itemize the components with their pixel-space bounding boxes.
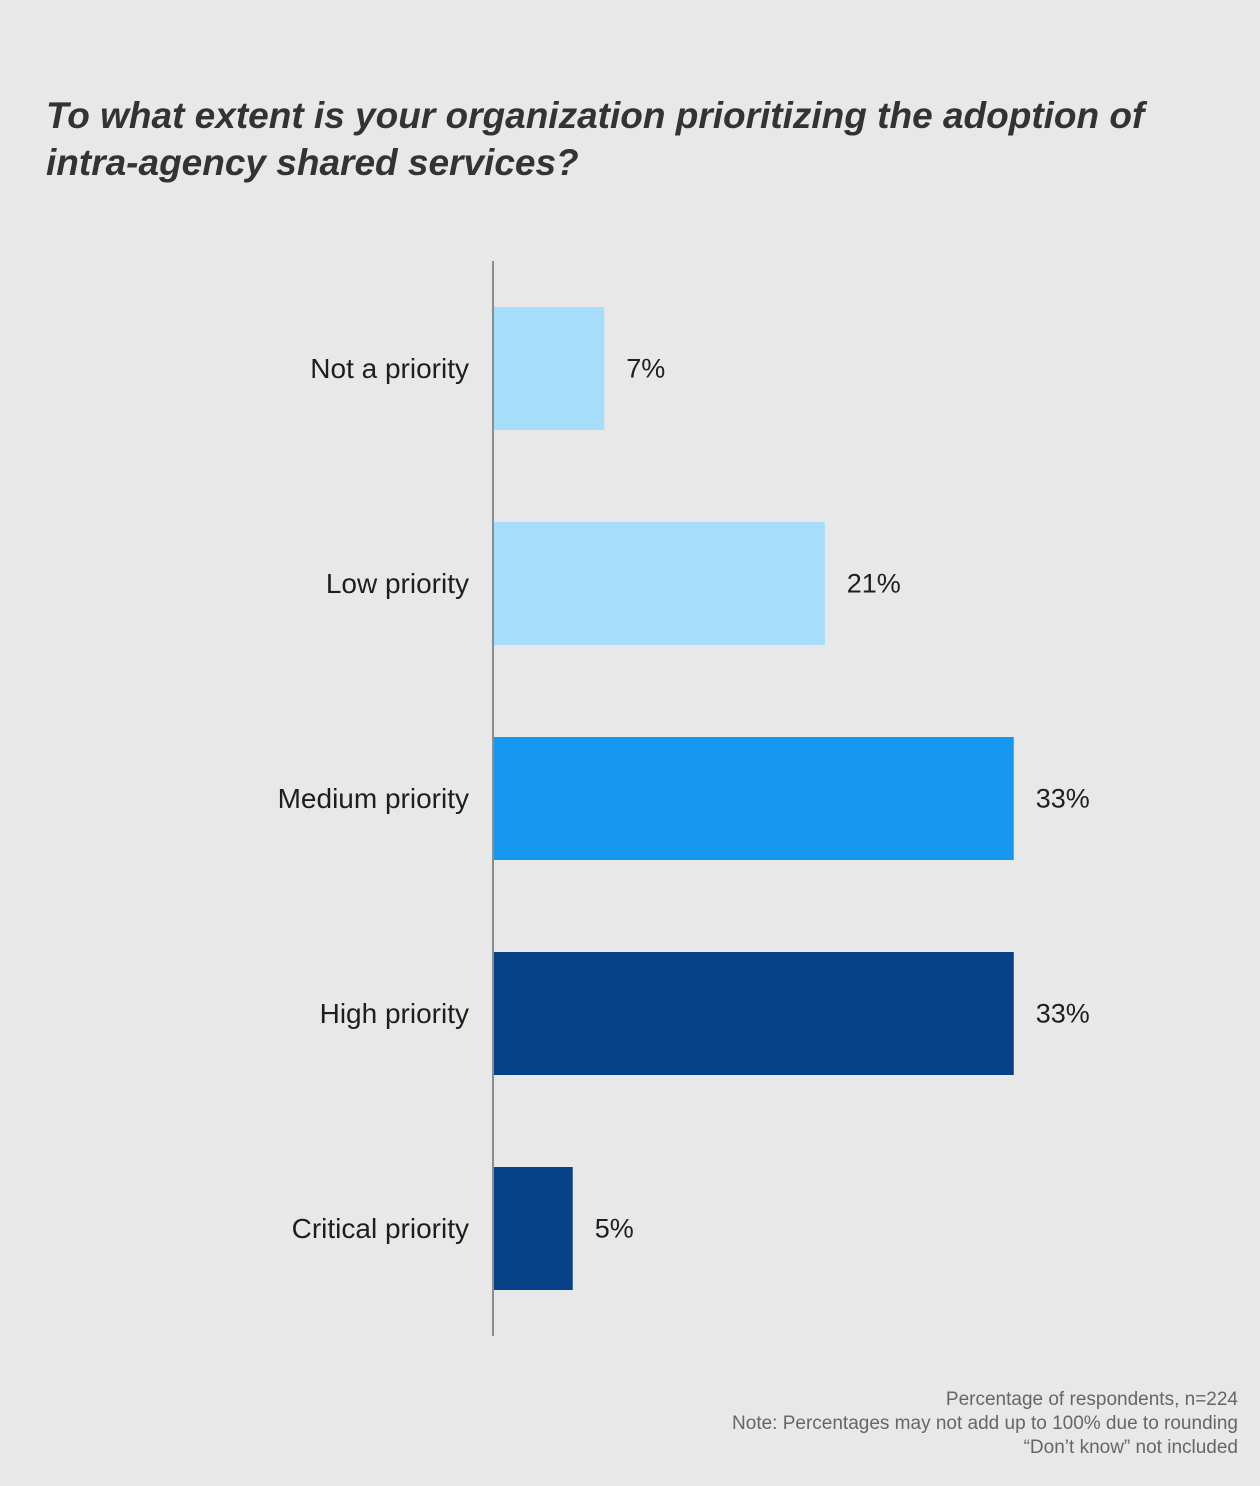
category-label-medium-priority: Medium priority — [278, 783, 469, 814]
bar-high-priority — [494, 952, 1014, 1075]
chart-title: To what extent is your organization prio… — [46, 95, 1145, 183]
footnote-respondents: Percentage of respondents, n=224 — [945, 1389, 1238, 1410]
category-label-low-priority: Low priority — [326, 568, 469, 599]
bars-layer: Not a priority 7% Low priority 21% Medium pr… — [278, 307, 1090, 1290]
category-label-not-a-priority: Not a priority — [310, 353, 469, 384]
bar-not-a-priority — [494, 307, 605, 430]
category-label-critical-priority: Critical priority — [292, 1213, 469, 1244]
bar-critical-priority — [494, 1167, 573, 1290]
value-label-critical-priority: 5% — [595, 1214, 634, 1244]
footnote-dont-know: “Don’t know” not included — [1023, 1437, 1238, 1458]
footnote-rounding: Note: Percentages may not add up to 100%… — [732, 1413, 1238, 1434]
category-label-high-priority: High priority — [320, 998, 469, 1029]
value-label-not-a-priority: 7% — [626, 354, 665, 384]
bar-medium-priority — [494, 737, 1014, 860]
value-label-medium-priority: 33% — [1036, 784, 1090, 814]
value-label-low-priority: 21% — [847, 569, 901, 599]
bar-low-priority — [494, 522, 825, 645]
value-label-high-priority: 33% — [1036, 999, 1090, 1029]
footnotes: Percentage of respondents, n=224 Note: P… — [732, 1388, 1238, 1460]
